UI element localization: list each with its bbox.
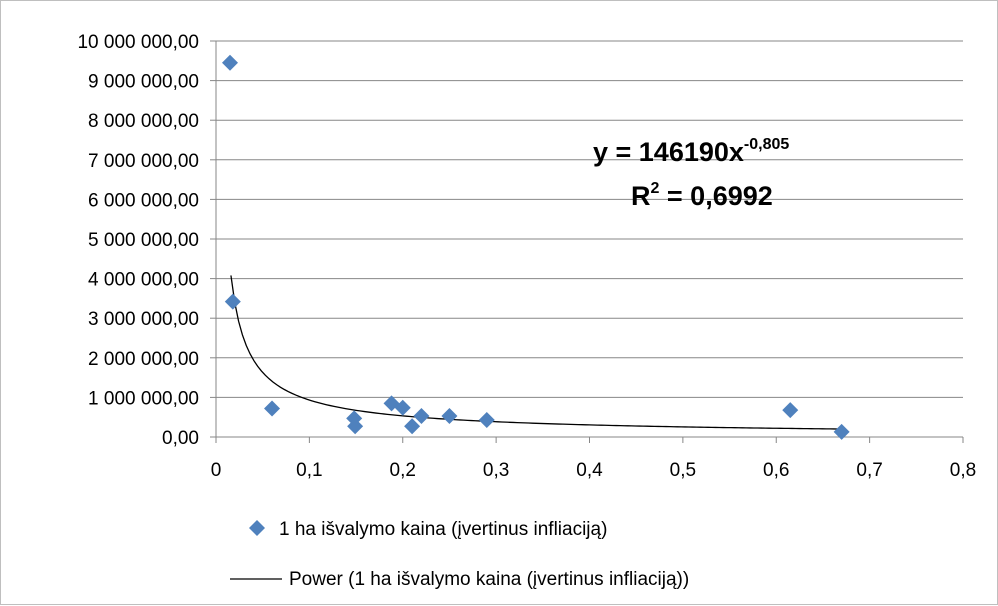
trendline-equation: y = 146190x-0,805 R2 = 0,6992 <box>593 136 789 211</box>
data-point <box>413 408 430 425</box>
y-tick-label: 3 000 000,00 <box>88 309 199 330</box>
data-point <box>441 408 458 425</box>
legend-label-trendline: Power (1 ha išvalymo kaina (įvertinus in… <box>289 569 689 590</box>
y-tick-label: 1 000 000,00 <box>88 388 199 409</box>
data-point <box>394 399 411 416</box>
data-point <box>222 54 239 71</box>
y-tick-label: 6 000 000,00 <box>88 190 199 211</box>
trendline-layer <box>230 275 842 430</box>
x-tick-label: 0,7 <box>856 460 882 481</box>
r-squared-value: = 0,6992 <box>659 181 772 211</box>
y-tick-label: 8 000 000,00 <box>88 111 199 132</box>
power-trendline <box>230 275 842 430</box>
data-point <box>404 418 421 435</box>
data-point <box>264 400 281 417</box>
data-point <box>224 293 241 310</box>
legend-diamond-marker <box>249 520 265 536</box>
data-point <box>347 418 364 435</box>
equation-text: y = 146190x-0,805 <box>593 136 789 167</box>
data-point <box>782 402 799 419</box>
x-tick-label: 0 <box>211 460 222 481</box>
legend-label-scatter: 1 ha išvalymo kaina (įvertinus infliacij… <box>279 519 607 540</box>
gridlines <box>216 40 963 398</box>
y-tick-label: 9 000 000,00 <box>88 72 199 93</box>
x-tick-label: 0,5 <box>670 460 696 481</box>
equation-exponent: -0,805 <box>744 136 789 153</box>
y-tick-label: 0,00 <box>162 428 199 449</box>
tick-labels: 0,00 1 000 000,00 2 000 000,00 3 000 000,00… <box>77 32 976 481</box>
x-tick-label: 0,2 <box>390 460 416 481</box>
x-tick-label: 0,3 <box>483 460 509 481</box>
x-tick-label: 0,4 <box>576 460 603 481</box>
x-tick-label: 0,6 <box>763 460 789 481</box>
x-tick-label: 0,8 <box>950 460 976 481</box>
r-squared-label: R <box>631 181 651 211</box>
r-squared-text: R2 = 0,6992 <box>631 180 773 211</box>
legend-item-trendline: Power (1 ha išvalymo kaina (įvertinus in… <box>230 569 689 590</box>
y-tick-label: 4 000 000,00 <box>88 270 199 291</box>
x-tick-label: 0,1 <box>296 460 322 481</box>
axes <box>210 40 964 443</box>
y-tick-label: 2 000 000,00 <box>88 349 199 370</box>
y-tick-label: 5 000 000,00 <box>88 230 199 251</box>
legend: 1 ha išvalymo kaina (įvertinus infliacij… <box>230 519 689 590</box>
legend-item-scatter: 1 ha išvalymo kaina (įvertinus infliacij… <box>249 519 607 540</box>
data-point <box>833 423 850 440</box>
data-points <box>222 54 850 440</box>
data-point <box>478 411 495 428</box>
y-tick-label: 10 000 000,00 <box>77 32 199 53</box>
y-tick-label: 7 000 000,00 <box>88 151 199 172</box>
r-squared-sup: 2 <box>651 180 660 197</box>
equation-base: y = 146190x <box>593 137 744 167</box>
